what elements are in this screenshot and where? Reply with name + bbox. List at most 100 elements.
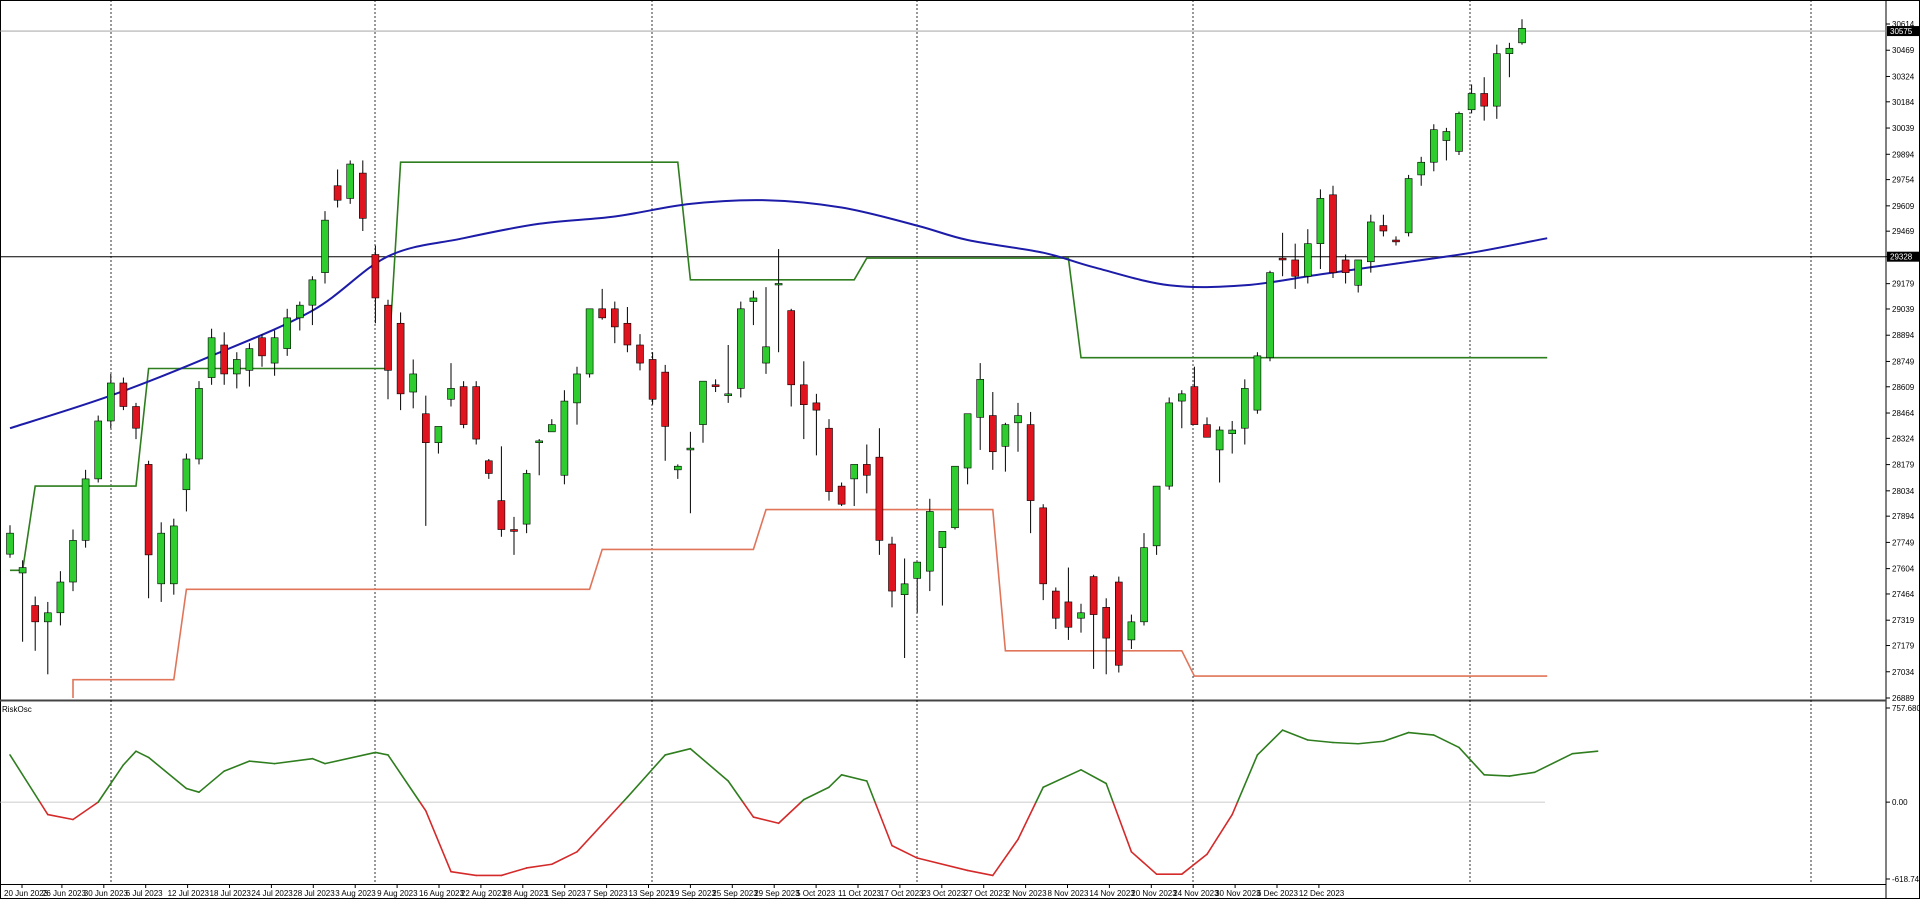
candle-body [787, 310, 796, 386]
current-price-tag [1887, 26, 1919, 37]
candle-body [888, 543, 896, 592]
candle-body [1291, 259, 1299, 277]
candle-body [585, 308, 594, 375]
candle-body [673, 465, 682, 471]
candle [636, 334, 644, 371]
osc-segment [525, 863, 553, 869]
date-label: 25 Sep 2023 [712, 889, 758, 898]
candle [862, 444, 871, 494]
candle [1140, 533, 1148, 626]
candle [1115, 576, 1123, 673]
candle [358, 160, 367, 231]
candle [976, 363, 985, 450]
candle-body [1039, 507, 1047, 585]
candle-body [573, 373, 581, 404]
candle-body [774, 283, 783, 286]
candle [850, 464, 859, 507]
date-label: 6 Dec 2023 [1257, 889, 1298, 898]
osc-segment [742, 801, 755, 818]
candle-body [447, 388, 455, 400]
candle-body [963, 413, 972, 469]
candle [1518, 19, 1526, 45]
candle [1467, 84, 1476, 114]
price-tick-label: 27034 [1892, 668, 1915, 677]
candle-body [699, 380, 707, 425]
candle [988, 392, 997, 470]
candle [1026, 411, 1035, 534]
candle-body [421, 413, 430, 443]
candle [774, 249, 783, 353]
candle-body [976, 379, 985, 418]
osc-segment [1281, 729, 1309, 741]
osc-segment [500, 867, 528, 877]
candle [1190, 366, 1199, 425]
candle [69, 529, 77, 592]
candle [1480, 77, 1488, 121]
candle-body [1455, 113, 1463, 152]
osc-segment [1231, 801, 1239, 816]
candle-body [182, 458, 191, 491]
candle [6, 525, 14, 558]
osc-segment [1357, 740, 1385, 745]
candle [484, 458, 493, 479]
candle [547, 419, 556, 433]
candle-body [812, 402, 821, 411]
candle [749, 290, 758, 326]
candle-body [1392, 239, 1400, 243]
candle [295, 301, 304, 331]
candle-body [157, 532, 165, 585]
candle-body [598, 308, 607, 319]
candle [308, 276, 317, 326]
candle-body [69, 540, 77, 583]
osc-segment [802, 786, 830, 801]
candle-body [1001, 424, 1010, 447]
candle-body [220, 344, 228, 375]
candle [699, 380, 707, 443]
price-tick-label: 28609 [1892, 383, 1915, 392]
osc-segment [450, 870, 478, 877]
osc-segment [840, 773, 868, 782]
date-label: 12 Dec 2023 [1299, 889, 1345, 898]
price-axis: 30614 30469 30324 30184 30039 29894 29754 29609… [1886, 20, 1920, 884]
candle-body [938, 531, 947, 548]
candle [283, 308, 292, 356]
candle [925, 498, 934, 592]
candle-body [245, 348, 254, 371]
osc-segment [622, 796, 629, 803]
candle [1102, 598, 1110, 675]
price-tick-label: 28179 [1892, 461, 1915, 470]
osc-segment [9, 754, 41, 803]
candle [1001, 422, 1010, 472]
candle [585, 308, 594, 378]
osc-segment [576, 801, 624, 853]
candle [875, 428, 884, 555]
osc-segment [777, 801, 802, 825]
candle [1089, 574, 1098, 669]
candle [258, 334, 266, 367]
candle [1266, 270, 1274, 362]
candle [1215, 426, 1224, 483]
candle-body [1203, 424, 1211, 438]
candle-body [1467, 93, 1476, 111]
candle-body [1127, 621, 1136, 641]
candle-body [371, 254, 380, 299]
candle [522, 469, 531, 534]
osc-segment [424, 810, 452, 873]
candle [673, 464, 682, 479]
current-price-tag-label: 30575 [1890, 27, 1913, 36]
osc-segment [1458, 746, 1485, 776]
date-label: 17 Oct 2023 [880, 889, 924, 898]
candle [31, 596, 40, 651]
osc-segment [248, 760, 276, 765]
price-tick-label: 30614 [1892, 20, 1915, 29]
osc-segment [1035, 786, 1044, 803]
date-label: 9 Aug 2023 [377, 889, 418, 898]
date-label: 24 Jul 2023 [251, 889, 293, 898]
candle-body [1215, 429, 1224, 451]
candle-body [1077, 612, 1085, 619]
candle-body [43, 612, 52, 623]
candle [1253, 352, 1262, 414]
candle-body [308, 279, 317, 306]
candle-body [900, 583, 909, 595]
